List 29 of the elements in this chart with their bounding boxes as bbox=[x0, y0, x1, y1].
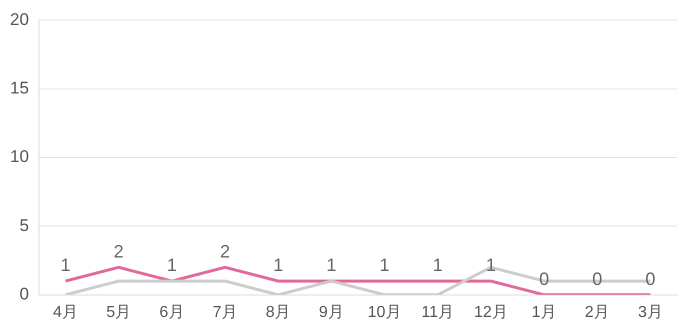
x-tick-label: 1月 bbox=[532, 304, 557, 321]
data-label: 1 bbox=[432, 255, 443, 276]
data-label: 0 bbox=[645, 268, 656, 289]
x-tick-label: 4月 bbox=[53, 304, 78, 321]
data-label: 1 bbox=[380, 255, 390, 276]
y-tick-label: 20 bbox=[10, 10, 29, 29]
x-tick-label: 5月 bbox=[106, 304, 132, 321]
x-tick-label: 12月 bbox=[474, 304, 508, 321]
x-tick-label: 6月 bbox=[159, 304, 184, 321]
y-tick-label: 10 bbox=[10, 147, 29, 166]
data-label: 2 bbox=[220, 241, 230, 262]
data-label: 1 bbox=[326, 255, 336, 276]
x-tick-label: 9月 bbox=[318, 304, 344, 321]
x-tick-label: 3月 bbox=[638, 304, 663, 321]
x-tick-label: 10月 bbox=[368, 304, 402, 321]
x-tick-label: 2月 bbox=[584, 304, 610, 321]
x-tick-label: 11月 bbox=[421, 304, 454, 321]
y-tick-label: 15 bbox=[10, 78, 29, 98]
data-label: 1 bbox=[273, 255, 284, 276]
data-label: 0 bbox=[592, 268, 602, 289]
data-label: 1 bbox=[486, 255, 496, 276]
data-label: 1 bbox=[166, 255, 177, 276]
x-tick-label: 8月 bbox=[266, 304, 291, 321]
x-tick-label: 7月 bbox=[212, 304, 238, 321]
y-tick-label: 5 bbox=[19, 216, 29, 235]
y-tick-label: 0 bbox=[19, 284, 29, 304]
data-label: 1 bbox=[60, 255, 71, 276]
data-label: 0 bbox=[539, 268, 550, 289]
data-label: 2 bbox=[114, 241, 124, 262]
